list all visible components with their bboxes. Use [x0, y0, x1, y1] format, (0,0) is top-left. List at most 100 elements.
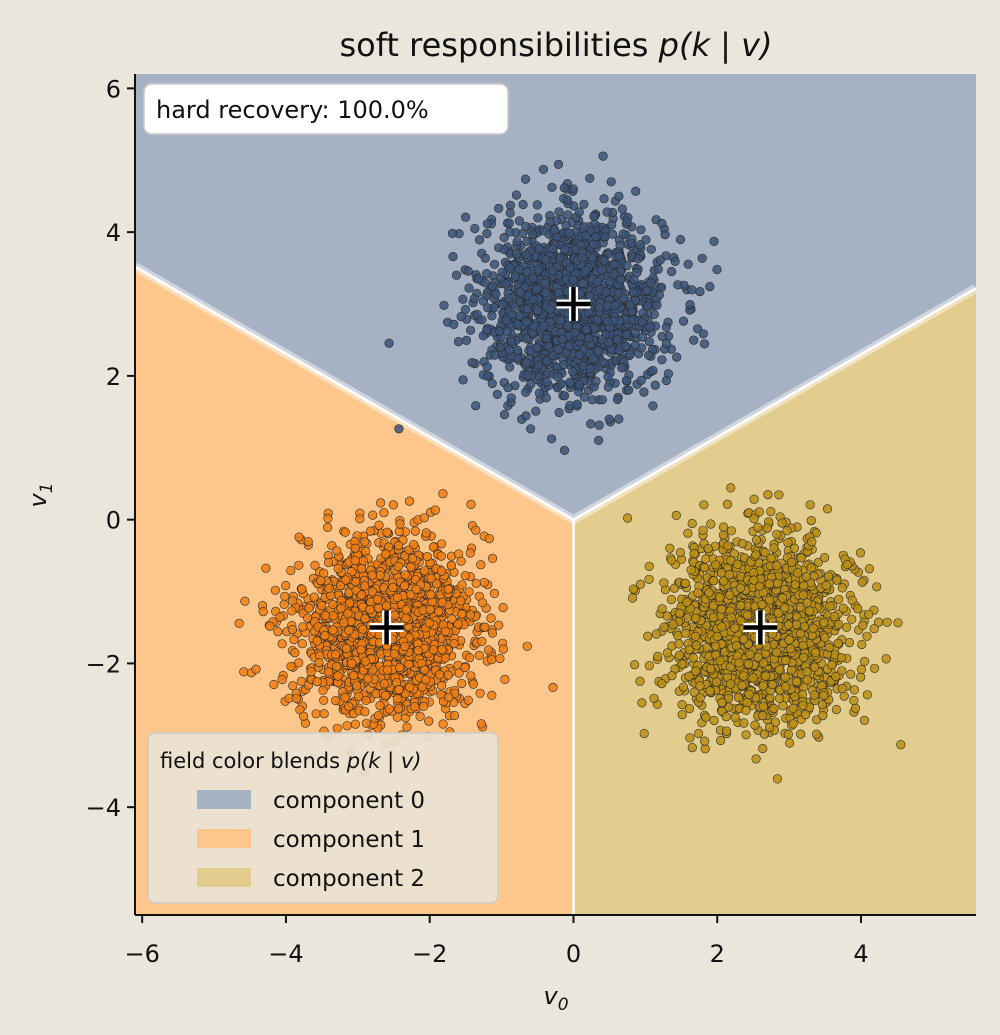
data-point — [847, 595, 857, 605]
data-point — [304, 603, 314, 613]
data-point — [463, 695, 473, 705]
data-point — [426, 590, 436, 600]
data-point — [643, 350, 654, 360]
data-point — [384, 704, 394, 714]
data-point — [439, 300, 449, 310]
data-point — [512, 319, 523, 329]
data-point — [685, 300, 695, 310]
data-point — [822, 504, 833, 514]
data-point — [522, 236, 532, 246]
data-point — [514, 311, 525, 321]
data-point — [836, 653, 847, 663]
data-point — [637, 332, 648, 342]
data-point — [458, 375, 468, 385]
data-point — [583, 307, 594, 317]
data-point — [401, 605, 411, 615]
data-point — [460, 662, 470, 673]
data-point — [741, 730, 751, 740]
data-point — [324, 557, 334, 568]
data-point — [434, 606, 444, 617]
data-point — [748, 673, 758, 683]
data-point — [788, 703, 798, 714]
data-point — [425, 604, 435, 615]
data-point — [673, 631, 683, 641]
data-point — [368, 510, 378, 520]
data-point — [358, 556, 369, 566]
data-point — [388, 582, 398, 593]
data-point — [532, 343, 542, 353]
data-point — [578, 278, 588, 288]
data-point — [331, 649, 341, 660]
data-point — [666, 594, 677, 605]
data-point — [693, 728, 704, 739]
data-point — [381, 549, 391, 559]
data-point — [342, 721, 352, 731]
data-point — [410, 702, 420, 712]
data-point — [287, 606, 297, 616]
data-point — [482, 371, 493, 381]
data-point — [392, 694, 403, 704]
data-point — [393, 561, 403, 572]
data-point — [546, 434, 557, 444]
data-point — [483, 645, 494, 655]
data-point — [281, 580, 291, 591]
data-point — [807, 537, 817, 547]
data-point — [540, 278, 550, 289]
data-point — [534, 360, 544, 370]
data-point — [684, 703, 695, 714]
data-point — [764, 579, 774, 589]
data-point — [604, 414, 614, 424]
data-point — [644, 337, 654, 347]
data-point — [738, 538, 748, 549]
data-point — [288, 596, 298, 606]
data-point — [291, 693, 301, 703]
data-point — [344, 625, 354, 636]
data-point — [270, 585, 280, 595]
data-point — [594, 303, 604, 313]
data-point — [533, 213, 543, 223]
data-point — [618, 229, 628, 239]
data-point — [581, 265, 591, 276]
data-point — [468, 679, 478, 689]
data-point — [862, 690, 873, 700]
data-point — [831, 704, 842, 715]
data-point — [742, 698, 752, 708]
data-point — [600, 232, 610, 242]
data-point — [531, 406, 541, 416]
data-point — [532, 284, 542, 294]
data-point — [405, 682, 415, 692]
data-point — [762, 523, 772, 533]
data-point — [846, 669, 856, 679]
data-point — [858, 620, 868, 630]
data-point — [674, 639, 684, 649]
data-point — [783, 729, 793, 739]
data-point — [472, 309, 482, 320]
data-point — [660, 230, 670, 240]
data-point — [617, 204, 628, 214]
data-point — [413, 646, 423, 656]
data-point — [603, 372, 613, 382]
data-point — [850, 703, 861, 713]
data-point — [806, 563, 816, 573]
data-point — [618, 293, 629, 304]
data-point — [577, 253, 588, 263]
data-point — [332, 723, 342, 733]
data-point — [609, 269, 619, 279]
data-point — [287, 624, 298, 635]
data-point — [436, 551, 446, 561]
data-point — [855, 548, 866, 558]
data-point — [331, 695, 341, 706]
data-point — [522, 267, 532, 277]
data-point — [319, 709, 329, 719]
data-point — [298, 622, 308, 632]
data-point — [712, 264, 722, 275]
data-point — [568, 275, 578, 285]
data-point — [722, 499, 733, 509]
data-point — [294, 560, 304, 570]
data-point — [542, 333, 552, 344]
data-point — [475, 688, 485, 698]
data-point — [896, 740, 906, 750]
data-point — [599, 256, 609, 266]
data-point — [741, 705, 751, 716]
